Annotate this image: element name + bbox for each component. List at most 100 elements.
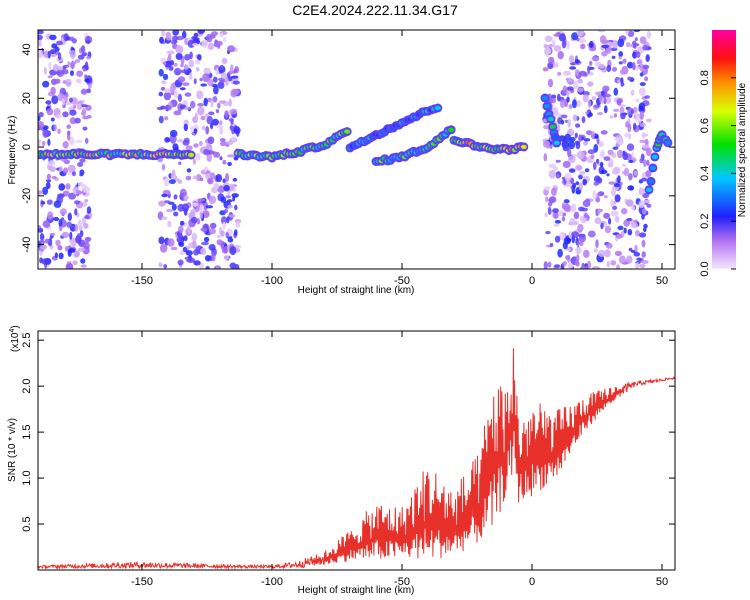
noise-blob-2-243 xyxy=(639,158,645,164)
noise-blob-1-322 xyxy=(165,105,172,111)
noise-blob-2-280 xyxy=(638,87,646,97)
snr-x-ticks: -150 -100 -50 0 50 xyxy=(131,331,668,588)
noise-blob-0-181 xyxy=(75,78,82,84)
noise-blob-2-496 xyxy=(629,43,634,48)
noise-blob-0-219 xyxy=(38,121,45,130)
noise-blob-1-302 xyxy=(197,103,205,107)
noise-blob-2-492 xyxy=(551,39,556,47)
noise-blob-1-179 xyxy=(184,54,191,61)
noise-blob-2-241 xyxy=(626,143,635,151)
noise-blob-1-405 xyxy=(162,73,169,81)
noise-blob-2-458 xyxy=(568,55,575,63)
noise-blob-0-112 xyxy=(45,181,51,190)
noise-blob-1-176 xyxy=(192,175,198,180)
noise-blob-0-249 xyxy=(47,50,51,59)
spectrogram-x-tick-label-3: 0 xyxy=(529,275,535,287)
noise-blob-1-154 xyxy=(203,67,211,76)
noise-blob-2-401 xyxy=(560,99,565,109)
noise-blob-1-364 xyxy=(219,64,225,71)
snr-layer xyxy=(38,348,675,570)
noise-blob-2-368 xyxy=(547,206,552,215)
noise-blob-2-329 xyxy=(560,119,565,125)
noise-blob-2-144 xyxy=(614,194,621,203)
noise-blob-2-66 xyxy=(547,78,554,88)
noise-blob-2-294 xyxy=(643,199,651,204)
noise-blob-1-190 xyxy=(167,238,175,247)
noise-blob-1-399 xyxy=(182,82,190,86)
noise-blob-1-19 xyxy=(164,116,169,121)
noise-blob-2-269 xyxy=(583,138,591,142)
noise-blob-2-238 xyxy=(608,181,616,185)
noise-blob-0-0 xyxy=(68,192,77,200)
noise-blob-1-408 xyxy=(173,90,179,99)
noise-blob-2-523 xyxy=(643,223,648,229)
noise-blob-2-324 xyxy=(621,163,626,167)
noise-blob-1-274 xyxy=(197,106,205,116)
spectrogram-frame xyxy=(37,29,676,270)
noise-blob-2-440 xyxy=(568,155,576,164)
noise-blob-2-73 xyxy=(556,124,561,132)
noise-blob-2-470 xyxy=(584,213,588,219)
noise-blob-0-233 xyxy=(56,40,63,46)
noise-blob-2-464 xyxy=(616,149,624,159)
noise-blob-2-371 xyxy=(642,144,650,149)
noise-blob-1-85 xyxy=(215,67,220,76)
noise-blob-0-134 xyxy=(39,233,45,241)
ridge-point-4-24 xyxy=(520,144,527,150)
noise-blob-1-379 xyxy=(194,37,200,42)
noise-blob-1-370 xyxy=(235,221,241,228)
noise-blob-2-543 xyxy=(644,76,649,82)
noise-blob-2-519 xyxy=(598,94,603,102)
noise-blob-2-306 xyxy=(559,231,566,241)
noise-blob-1-232 xyxy=(200,83,208,87)
noise-blob-2-209 xyxy=(564,119,569,124)
spectrogram-x-tick-label-1: -100 xyxy=(261,275,283,287)
noise-blob-0-76 xyxy=(45,100,52,105)
noise-blob-1-326 xyxy=(228,214,236,218)
noise-blob-2-215 xyxy=(646,159,650,166)
noise-blob-2-392 xyxy=(607,149,614,156)
noise-blob-2-412 xyxy=(553,223,560,227)
noise-blob-0-172 xyxy=(84,199,89,203)
noise-blob-2-449 xyxy=(593,161,597,171)
noise-blob-1-146 xyxy=(204,113,209,118)
noise-blob-2-287 xyxy=(640,177,648,182)
noise-blob-2-508 xyxy=(578,182,583,191)
noise-blob-2-210 xyxy=(645,147,652,157)
noise-blob-2-191 xyxy=(561,40,567,49)
colorbar-tick-label-1: 0.2 xyxy=(699,214,711,229)
noise-blob-1-279 xyxy=(206,115,213,125)
spectrogram-x-label: Height of straight line (km) xyxy=(298,285,415,296)
noise-blob-2-439 xyxy=(574,69,580,76)
noise-blob-0-168 xyxy=(84,78,89,83)
noise-blob-2-494 xyxy=(544,212,548,217)
noise-blob-1-385 xyxy=(223,184,230,192)
noise-blob-1-86 xyxy=(219,138,226,142)
noise-blob-2-454 xyxy=(570,177,574,183)
noise-blob-0-163 xyxy=(49,232,55,236)
noise-blob-1-383 xyxy=(230,118,234,125)
colorbar-gradient xyxy=(712,30,736,269)
noise-blob-2-442 xyxy=(576,150,585,160)
noise-blob-1-221 xyxy=(163,91,172,101)
noise-blob-2-532 xyxy=(638,102,646,111)
noise-blob-1-303 xyxy=(210,222,217,229)
noise-blob-2-346 xyxy=(553,45,562,52)
noise-blob-2-457 xyxy=(585,111,589,115)
noise-blob-0-255 xyxy=(46,173,51,180)
noise-blob-0-230 xyxy=(39,250,43,256)
noise-blob-1-301 xyxy=(225,173,230,182)
noise-blob-2-72 xyxy=(609,115,614,119)
snr-y-tick-label-3: 2.0 xyxy=(21,379,33,394)
noise-blob-1-50 xyxy=(195,67,200,72)
noise-blob-2-304 xyxy=(565,255,571,261)
noise-blob-2-529 xyxy=(563,237,571,245)
noise-blob-2-399 xyxy=(646,30,652,39)
noise-blob-0-216 xyxy=(50,86,56,95)
noise-blob-2-1 xyxy=(568,104,573,109)
noise-blob-2-255 xyxy=(641,260,649,264)
noise-blob-1-265 xyxy=(229,108,238,115)
noise-blob-2-452 xyxy=(625,199,634,207)
spectrogram-x-tick-label-0: -150 xyxy=(131,275,153,287)
snr-y-tick-label-2: 1.5 xyxy=(21,424,33,439)
